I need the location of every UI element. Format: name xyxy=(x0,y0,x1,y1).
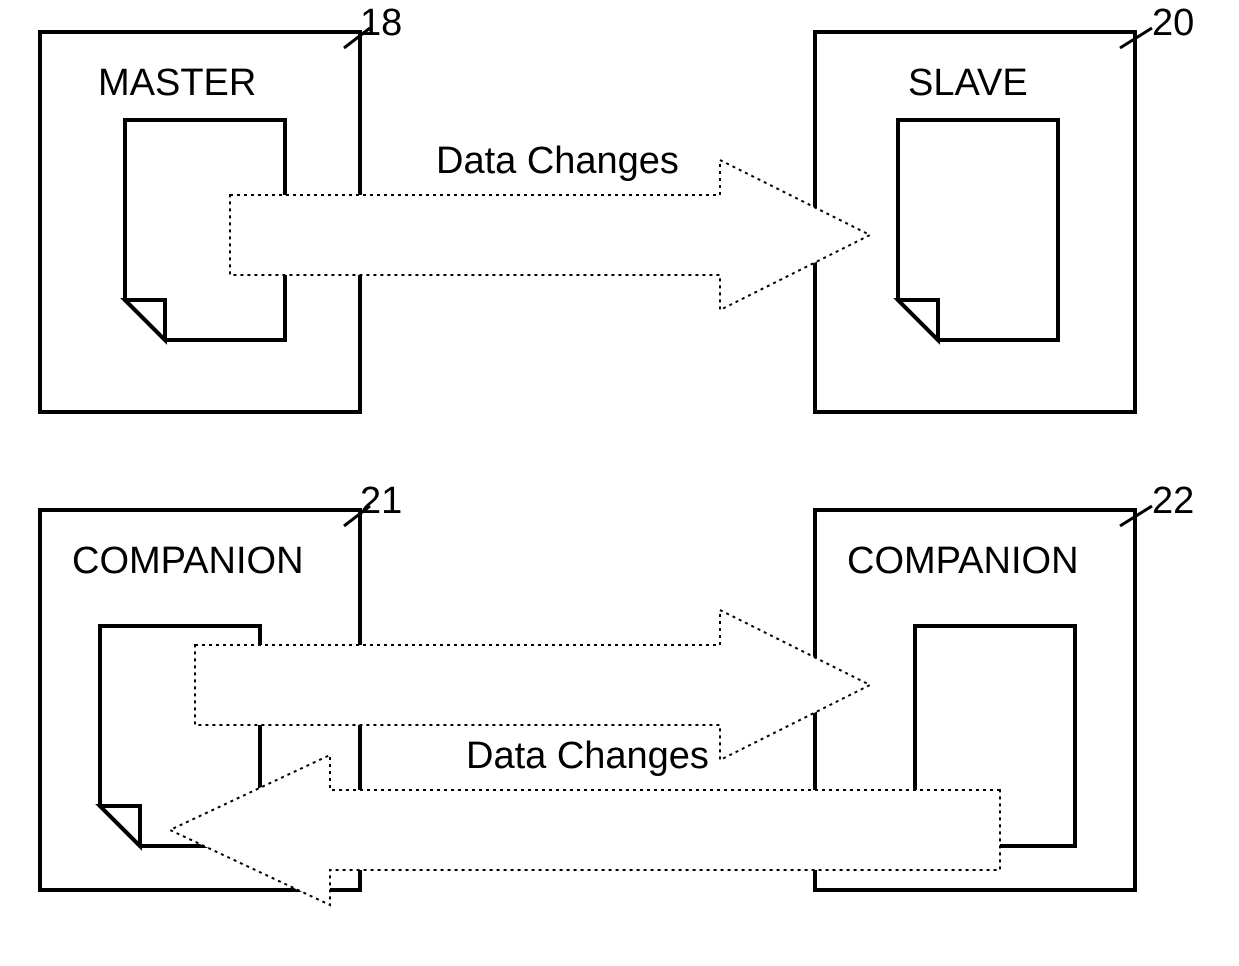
slave-label: SLAVE xyxy=(908,62,1028,105)
slave-ref: 20 xyxy=(1152,2,1194,45)
companion2-ref: 22 xyxy=(1152,480,1194,523)
companion2-label: COMPANION xyxy=(847,540,1079,583)
diagram-canvas: MASTER 18 SLAVE 20 Data Changes COMPANIO… xyxy=(0,0,1239,966)
master-ref: 18 xyxy=(360,2,402,45)
bottom-arrow-label: Data Changes xyxy=(460,735,715,778)
master-label: MASTER xyxy=(98,62,256,105)
companion1-ref: 21 xyxy=(360,480,402,523)
slave-doc-icon xyxy=(898,120,1058,340)
top-arrow-label: Data Changes xyxy=(430,140,685,183)
companion1-label: COMPANION xyxy=(72,540,304,583)
